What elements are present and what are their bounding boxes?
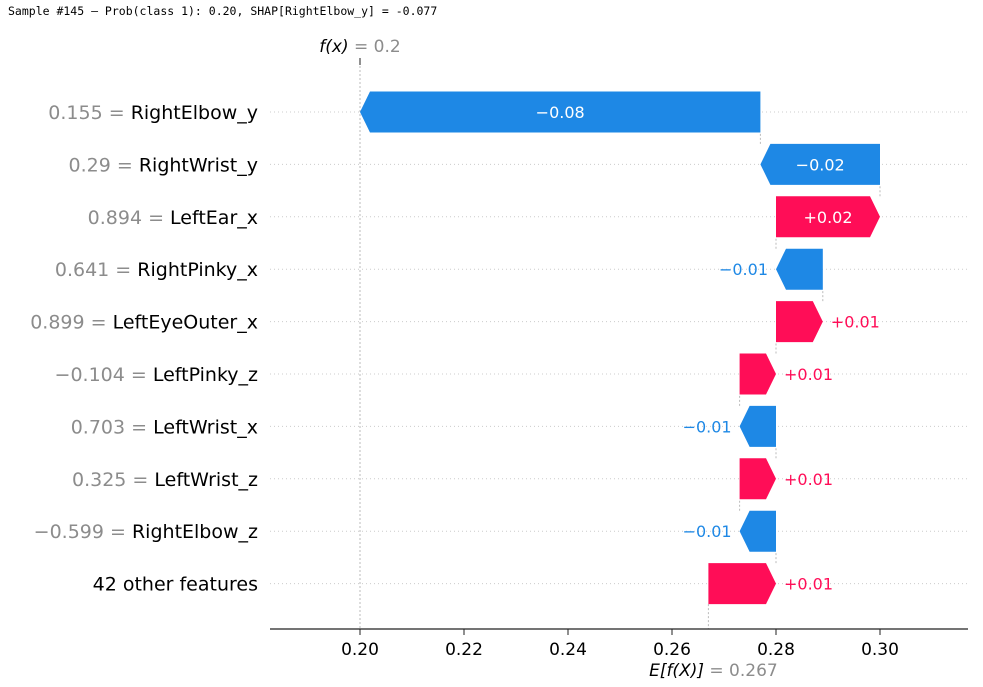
feature-label: 0.703 = LeftWrist_x xyxy=(71,416,258,438)
x-tick-label: 0.30 xyxy=(861,640,899,660)
x-tick-label: 0.20 xyxy=(341,640,379,660)
bar-value-label: +0.02 xyxy=(803,208,852,227)
fx-value: = 0.2 xyxy=(354,37,401,57)
x-tick-label: 0.26 xyxy=(653,640,691,660)
bar-value-label: −0.02 xyxy=(796,155,845,174)
feature-name: LeftWrist_z xyxy=(154,469,258,491)
feature-label: −0.599 = RightElbow_z xyxy=(34,521,258,543)
feature-label: 0.641 = RightPinky_x xyxy=(55,259,258,281)
bar-value-label: −0.08 xyxy=(536,103,585,122)
bar-value-label: +0.01 xyxy=(784,365,833,384)
feature-name: 42 other features xyxy=(93,574,258,596)
negative-bar xyxy=(739,510,776,552)
feature-label: 42 other features xyxy=(93,574,258,596)
feature-value: 0.155 = xyxy=(48,102,130,124)
bar-value-label: −0.01 xyxy=(683,417,732,436)
feature-name: RightElbow_y xyxy=(131,102,258,124)
feature-label: 0.899 = LeftEyeOuter_x xyxy=(30,312,258,334)
efx-symbol: E[f(X)] xyxy=(649,661,709,681)
positive-bar xyxy=(708,563,776,605)
efx-label: E[f(X)] = 0.267 xyxy=(649,661,778,681)
feature-value: −0.599 = xyxy=(34,521,132,543)
feature-name: RightWrist_y xyxy=(139,154,258,176)
feature-name: LeftWrist_x xyxy=(153,416,258,438)
feature-value: −0.104 = xyxy=(55,364,153,386)
bar-value-label: −0.01 xyxy=(683,522,732,541)
feature-label: 0.894 = LeftEar_x xyxy=(88,207,258,229)
negative-bar xyxy=(360,91,761,133)
positive-bar xyxy=(776,301,823,343)
feature-name: LeftEyeOuter_x xyxy=(113,312,258,334)
negative-bar xyxy=(760,143,880,185)
feature-value: 0.641 = xyxy=(55,259,137,281)
feature-name: RightElbow_z xyxy=(132,521,258,543)
feature-label: 0.325 = LeftWrist_z xyxy=(72,469,258,491)
feature-label: −0.104 = LeftPinky_z xyxy=(55,364,258,386)
efx-value: = 0.267 xyxy=(709,661,777,681)
feature-name: LeftEar_x xyxy=(170,207,258,229)
bar-value-label: +0.01 xyxy=(784,470,833,489)
fx-label: f(x) = 0.2 xyxy=(319,37,400,57)
feature-label: 0.155 = RightElbow_y xyxy=(48,102,258,124)
negative-bar xyxy=(776,248,823,290)
feature-label: 0.29 = RightWrist_y xyxy=(69,154,258,176)
negative-bar xyxy=(739,405,776,447)
fx-symbol: f(x) xyxy=(319,37,354,57)
bar-value-label: +0.01 xyxy=(784,575,833,594)
x-tick-label: 0.28 xyxy=(757,640,795,660)
bar-value-label: −0.01 xyxy=(719,260,768,279)
positive-bar xyxy=(739,353,776,395)
feature-value: 0.29 = xyxy=(69,154,139,176)
feature-value: 0.894 = xyxy=(88,207,170,229)
positive-bar xyxy=(739,458,776,500)
bar-value-label: +0.01 xyxy=(831,313,880,332)
feature-value: 0.703 = xyxy=(71,416,153,438)
feature-name: RightPinky_x xyxy=(137,259,258,281)
feature-value: 0.899 = xyxy=(30,312,112,334)
x-tick-label: 0.24 xyxy=(549,640,587,660)
positive-bar xyxy=(776,196,880,238)
feature-value: 0.325 = xyxy=(72,469,154,491)
feature-name: LeftPinky_z xyxy=(153,364,258,386)
chart-header: Sample #145 — Prob(class 1): 0.20, SHAP[… xyxy=(8,4,438,18)
x-tick-label: 0.22 xyxy=(445,640,483,660)
